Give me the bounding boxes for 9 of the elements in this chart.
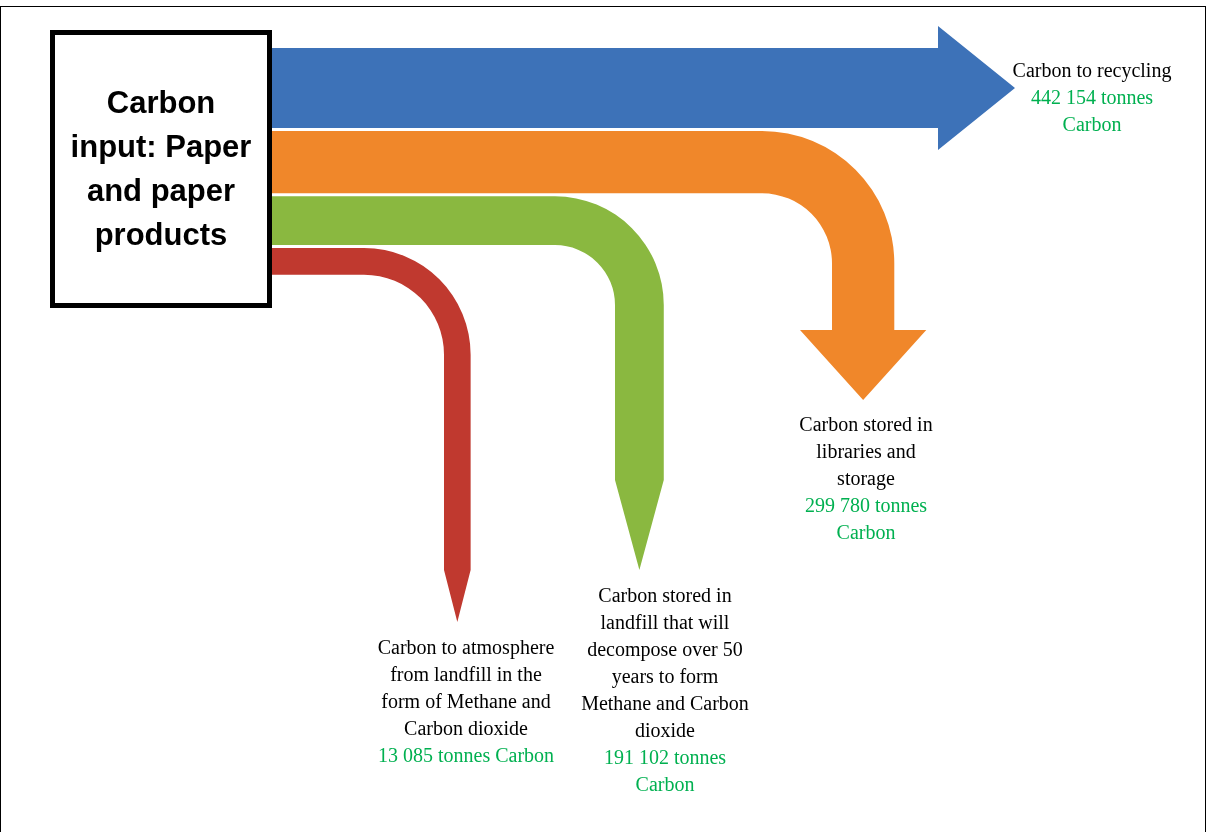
- category-label: Carbon stored in landfill that will decompose over 50 years to form Methane and Carbon dioxide: [580, 583, 750, 743]
- data-label: 442 154 tonnes Carbon: [1029, 85, 1155, 137]
- category-label: Carbon to recycling: [1011, 58, 1173, 84]
- data-label: 191 102 tonnes Carbon: [602, 745, 728, 797]
- text: Carbon input: Paper and paper products: [50, 30, 272, 308]
- data-label: 299 780 tonnes Carbon: [803, 493, 929, 545]
- category-label: Carbon to atmosphere from landfill in the form of Methane and Carbon dioxide: [376, 635, 556, 741]
- data-label: 13 085 tonnes Carbon: [376, 743, 556, 768]
- category-label: Carbon stored in libraries and storage: [798, 412, 934, 492]
